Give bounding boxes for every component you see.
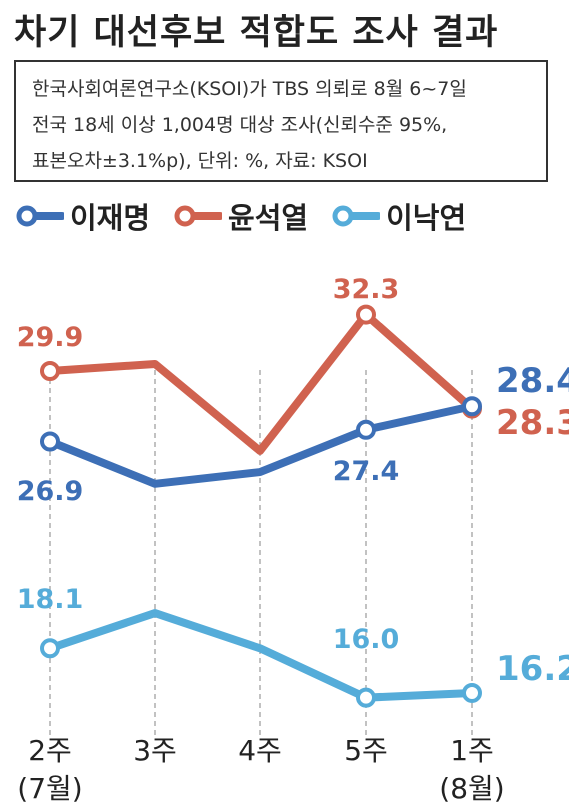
series-3-value-label-4: 16.0: [333, 624, 400, 655]
series-3-point-1: [40, 638, 60, 659]
legend-item-lee-nakyeon: 이낙연: [330, 195, 466, 237]
legend: 이재명 윤석열 이낙연: [14, 196, 488, 236]
x-tick-label-3: 4주: [238, 734, 282, 767]
series-2-point-4: [356, 419, 376, 440]
source-line-3: 표본오차±3.1%p), 단위: %, 자료: KSOI: [32, 150, 368, 172]
x-tick-label-4: 5주: [344, 734, 388, 767]
legend-label-yoon-seokyeol: 윤석열: [228, 201, 309, 235]
series-1-line: [46, 310, 476, 455]
x-tick-label-1: 2주: [28, 734, 72, 767]
legend-item-yoon-seokyeol: 윤석열: [172, 195, 308, 237]
legend-label-lee-nakyeon: 이낙연: [386, 201, 467, 235]
series-3-point-5: [462, 682, 482, 703]
series-2-value-label-4: 27.4: [333, 456, 400, 487]
series-2-line: [46, 402, 476, 488]
source-line-2: 전국 18세 이상 1,004명 대상 조사(신뢰수준 95%,: [32, 114, 448, 136]
x-tick-label-5: 1주: [450, 734, 494, 767]
source-line-1: 한국사회여론연구소(KSOI)가 TBS 의뢰로 8월 6~7일: [32, 78, 467, 100]
legend-item-lee-jaemyung: 이재명: [14, 195, 150, 237]
source-note: 한국사회여론연구소(KSOI)가 TBS 의뢰로 8월 6~7일 전국 18세 …: [14, 60, 548, 182]
series-2-value-label-5: 28.4: [496, 361, 569, 401]
series-2-point-5: [462, 396, 482, 417]
series-1-value-label-4: 32.3: [333, 274, 400, 305]
x-tick-label-1-sub: (7월): [17, 772, 82, 805]
series-3-point-4: [356, 687, 376, 708]
series-1-value-label-5: 28.3: [496, 403, 569, 443]
legend-swatch-yoon-seokyeol: [174, 205, 223, 227]
series-3-line: [46, 609, 476, 702]
series-2-point-1: [40, 431, 60, 452]
series-1-value-label-1: 29.9: [17, 322, 84, 353]
series-2-value-label-1: 26.9: [17, 476, 84, 507]
x-tick-label-5-sub: (8월): [439, 772, 504, 805]
series-1-point-1: [40, 361, 60, 381]
legend-label-lee-jaemyung: 이재명: [70, 201, 151, 235]
legend-swatch-lee-jaemyung: [16, 205, 64, 227]
series-3-value-label-1: 18.1: [17, 584, 84, 615]
series-3-value-label-5: 16.2: [496, 649, 569, 689]
chart-title: 차기 대선후보 적합도 조사 결과: [14, 13, 499, 53]
series-1-point-4: [356, 304, 376, 325]
legend-swatch-lee-nakyeon: [332, 205, 381, 227]
x-tick-label-2: 3주: [133, 734, 177, 767]
